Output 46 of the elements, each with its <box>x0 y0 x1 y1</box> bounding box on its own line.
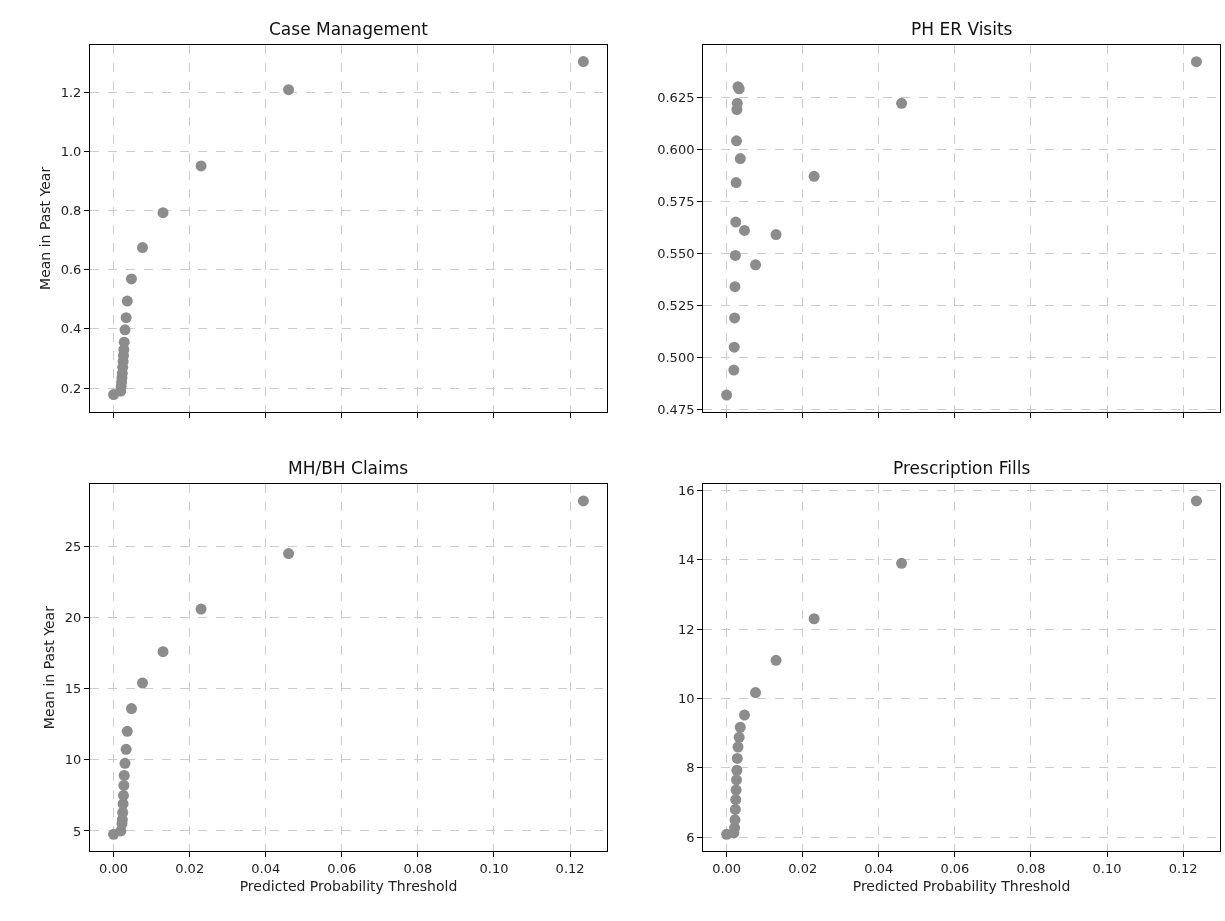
chart-title: Prescription Fills <box>893 458 1031 478</box>
x-tick-label: 0.00 <box>99 860 129 876</box>
y-tick-label: 0.2 <box>60 380 82 396</box>
x-tick-label: 0.00 <box>712 860 742 876</box>
x-tick-label: 0.12 <box>1168 860 1198 876</box>
y-tick-label: 10 <box>677 691 695 707</box>
y-tick-label: 12 <box>677 621 695 637</box>
y-tick-label: 0.6 <box>60 262 82 278</box>
x-tick-label: 0.08 <box>403 860 433 876</box>
x-tick-label: 0.04 <box>251 860 281 876</box>
y-tick-label: 5 <box>73 823 82 839</box>
y-tick-label: 0.8 <box>60 203 82 219</box>
y-tick-label: 0.575 <box>657 193 695 209</box>
x-tick-label: 0.10 <box>1092 860 1122 876</box>
x-axis-title: Predicted Probability Threshold <box>239 877 458 894</box>
y-tick-label: 0.525 <box>657 298 695 314</box>
y-tick-label: 20 <box>64 610 82 626</box>
y-tick-label: 0.625 <box>657 89 695 105</box>
x-tick-label: 0.06 <box>327 860 357 876</box>
y-tick-label: 15 <box>64 681 82 697</box>
y-axis-title: Mean in Past Year <box>41 605 58 730</box>
x-tick-label: 0.10 <box>479 860 509 876</box>
x-tick-label: 0.04 <box>864 860 894 876</box>
y-tick-label: 0.550 <box>657 245 695 261</box>
y-tick-label: 16 <box>677 483 695 499</box>
x-axis-title: Predicted Probability Threshold <box>852 877 1071 894</box>
y-tick-label: 25 <box>64 538 82 554</box>
x-tick-label: 0.08 <box>1016 860 1046 876</box>
x-tick-label: 0.02 <box>788 860 818 876</box>
y-axis-title: Mean in Past Year <box>37 166 54 290</box>
chart-title: MH/BH Claims <box>288 458 409 478</box>
y-tick-label: 8 <box>686 760 695 776</box>
y-tick-label: 0.475 <box>657 402 695 418</box>
y-tick-label: 0.4 <box>60 321 82 337</box>
y-tick-label: 0.600 <box>657 141 695 157</box>
x-tick-label: 0.06 <box>940 860 970 876</box>
chart-title: Case Management <box>269 19 429 39</box>
x-tick-label: 0.02 <box>175 860 205 876</box>
y-tick-label: 0.500 <box>657 350 695 366</box>
y-tick-label: 14 <box>677 552 695 568</box>
x-tick-label: 0.12 <box>555 860 585 876</box>
y-tick-label: 1.2 <box>60 84 82 100</box>
y-tick-label: 1.0 <box>60 144 82 160</box>
y-tick-label: 6 <box>686 829 695 845</box>
chart-title: PH ER Visits <box>911 19 1013 39</box>
y-tick-label: 10 <box>64 752 82 768</box>
